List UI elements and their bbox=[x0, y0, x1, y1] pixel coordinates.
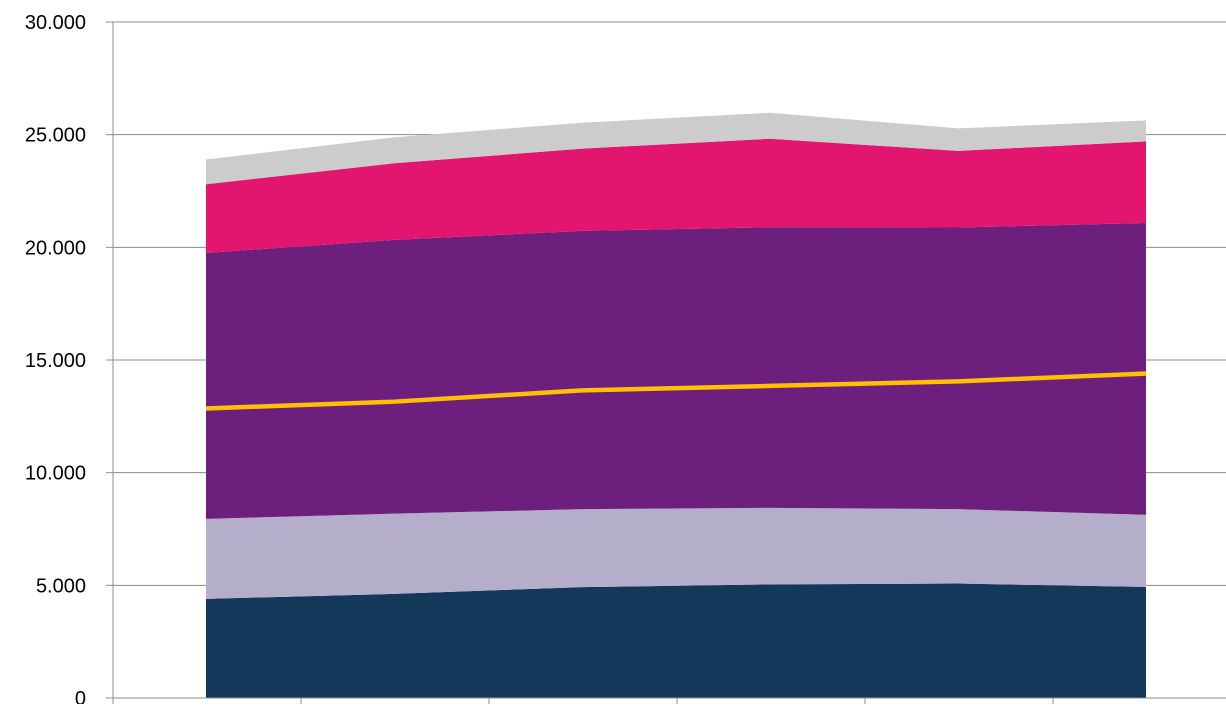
y-tick-label: 30.000 bbox=[25, 12, 86, 34]
y-tick-label: 15.000 bbox=[25, 350, 86, 372]
line-series bbox=[205, 371, 1147, 411]
y-tick-label: 5.000 bbox=[36, 575, 86, 597]
area-series-4 bbox=[206, 138, 1146, 253]
y-tick-label: 20.000 bbox=[25, 237, 86, 259]
area-series bbox=[206, 112, 1146, 698]
line-series-1 bbox=[205, 371, 1147, 411]
y-tick-label: 25.000 bbox=[25, 125, 86, 147]
area-series-1 bbox=[206, 583, 1146, 698]
y-tick-label: 0 bbox=[75, 688, 86, 704]
area-series-5 bbox=[206, 112, 1146, 185]
area-series-2 bbox=[206, 507, 1146, 599]
y-tick-label: 10.000 bbox=[25, 463, 86, 485]
y-tick-labels: 0 5.000 10.000 15.000 20.000 25.000 30.000 bbox=[25, 12, 86, 709]
area-series-3 bbox=[206, 222, 1146, 519]
